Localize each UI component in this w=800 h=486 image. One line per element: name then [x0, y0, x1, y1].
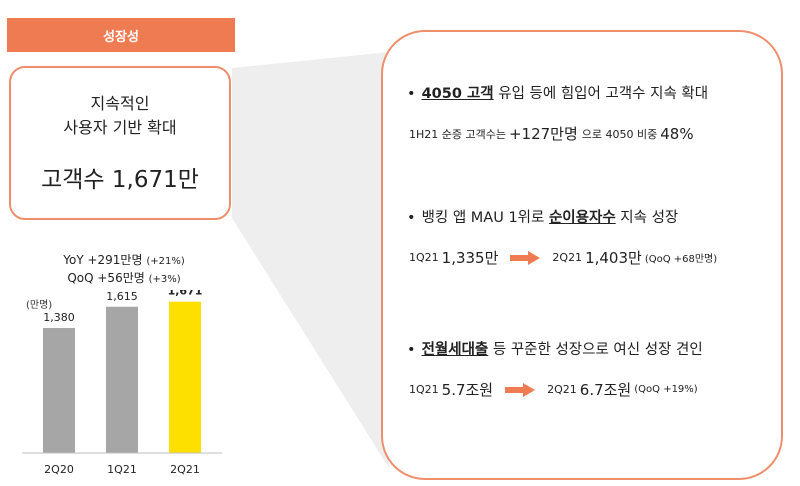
detail-1-value: +127만명 — [508, 125, 578, 143]
detail-box: • 4050 고객 유입 등에 힘입어 고객수 지속 확대 1H21 순증 고객수… — [381, 30, 783, 480]
kpi-value: 1,671만 — [111, 167, 199, 193]
bar-value-label-1Q21: 1,615 — [106, 290, 138, 303]
yoy-pct: (+21%) — [146, 256, 185, 267]
section-title: 성장성 — [103, 29, 139, 45]
bar-1Q21 — [106, 306, 138, 453]
detail-2-pre: 뱅킹 앱 MAU 1위로 — [421, 210, 549, 226]
detail-3-from-value: 5.7조원 — [441, 381, 494, 399]
detail-2-from-period: 1Q21 — [409, 251, 439, 264]
bullet-dot-icon: • — [407, 342, 416, 358]
kpi-value-line: 고객수 1,671만 — [11, 160, 229, 194]
detail-3-from-period: 1Q21 — [409, 383, 439, 396]
detail-section-2: • 뱅킹 앱 MAU 1위로 순이용자수 지속 성장 1Q21 1,335만 2Q… — [407, 206, 771, 268]
detail-1-sub: 1H21 순증 고객수는 +127만명 으로 4050 비중 48% — [409, 123, 771, 144]
arrow-right-icon — [505, 382, 536, 397]
qoq-line: QoQ +56만명 (+3%) — [34, 270, 214, 288]
detail-section-1: • 4050 고객 유입 등에 힘입어 고객수 지속 확대 1H21 순증 고객수… — [407, 82, 771, 144]
section-header: 성장성 — [7, 18, 235, 52]
detail-1-mid: 으로 4050 비중 — [581, 127, 658, 141]
detail-1-emphasis: 4050 고객 — [421, 86, 494, 102]
detail-3-to-period: 2Q21 — [547, 383, 577, 396]
detail-1-pct: 48% — [660, 124, 694, 143]
detail-3-emphasis: 전월세대출 — [421, 342, 489, 358]
bar-2Q21 — [169, 301, 201, 453]
bar-value-label-2Q21: 1,671 — [168, 290, 203, 298]
detail-2-note: (QoQ +68만명) — [644, 254, 718, 265]
yoy-main: YoY +291만명 — [63, 253, 143, 267]
detail-3-to-value: 6.7조원 — [579, 381, 632, 399]
detail-3-headline: • 전월세대출 등 꾸준한 성장으로 여신 성장 견인 — [407, 338, 771, 359]
detail-2-to-value: 1,403만 — [585, 249, 642, 267]
bullet-dot-icon: • — [407, 86, 416, 102]
detail-2-from-value: 1,335만 — [441, 249, 499, 267]
detail-3-note: (QoQ +19%) — [634, 384, 698, 395]
kpi-label: 고객수 — [41, 167, 105, 193]
arrow-right-icon — [510, 250, 541, 265]
detail-2-sub: 1Q21 1,335만 2Q21 1,403만 (QoQ +68만명) — [409, 247, 771, 268]
detail-1-rest: 유입 등에 힘입어 고객수 지속 확대 — [493, 86, 709, 102]
qoq-main: QoQ +56만명 — [67, 271, 145, 285]
kpi-box: 지속적인 사용자 기반 확대 고객수 1,671만 — [9, 66, 231, 220]
customer-bar-chart: 1,380 2Q20 1,615 1Q21 1,671 2Q21 — [22, 290, 222, 476]
kpi-line1: 지속적인 — [90, 94, 150, 113]
detail-3-sub: 1Q21 5.7조원 2Q21 6.7조원 (QoQ +19%) — [409, 379, 771, 400]
qoq-pct: (+3%) — [148, 274, 181, 285]
chart-unit-label: (만명) — [26, 300, 53, 311]
detail-2-rest: 지속 성장 — [615, 210, 679, 226]
detail-section-3: • 전월세대출 등 꾸준한 성장으로 여신 성장 견인 1Q21 5.7조원 2Q… — [407, 338, 771, 400]
category-label-2Q20: 2Q20 — [44, 463, 74, 476]
detail-2-headline: • 뱅킹 앱 MAU 1위로 순이용자수 지속 성장 — [407, 206, 771, 227]
category-label-2Q21: 2Q21 — [170, 463, 200, 476]
bar-2Q20 — [43, 328, 75, 453]
detail-1-headline: • 4050 고객 유입 등에 힘입어 고객수 지속 확대 — [407, 82, 771, 103]
category-label-1Q21: 1Q21 — [107, 463, 137, 476]
bullet-dot-icon: • — [407, 210, 416, 226]
kpi-line2: 사용자 기반 확대 — [63, 118, 177, 137]
growth-summary: YoY +291만명 (+21%) QoQ +56만명 (+3%) — [34, 252, 214, 288]
detail-2-to-period: 2Q21 — [552, 251, 583, 264]
bar-value-label-2Q20: 1,380 — [43, 311, 75, 324]
yoy-line: YoY +291만명 (+21%) — [34, 252, 214, 270]
detail-3-rest: 등 꾸준한 성장으로 여신 성장 견인 — [488, 342, 703, 358]
detail-2-emphasis: 순이용자수 — [548, 210, 616, 226]
detail-1-prefix: 1H21 순증 고객수는 — [409, 127, 506, 141]
